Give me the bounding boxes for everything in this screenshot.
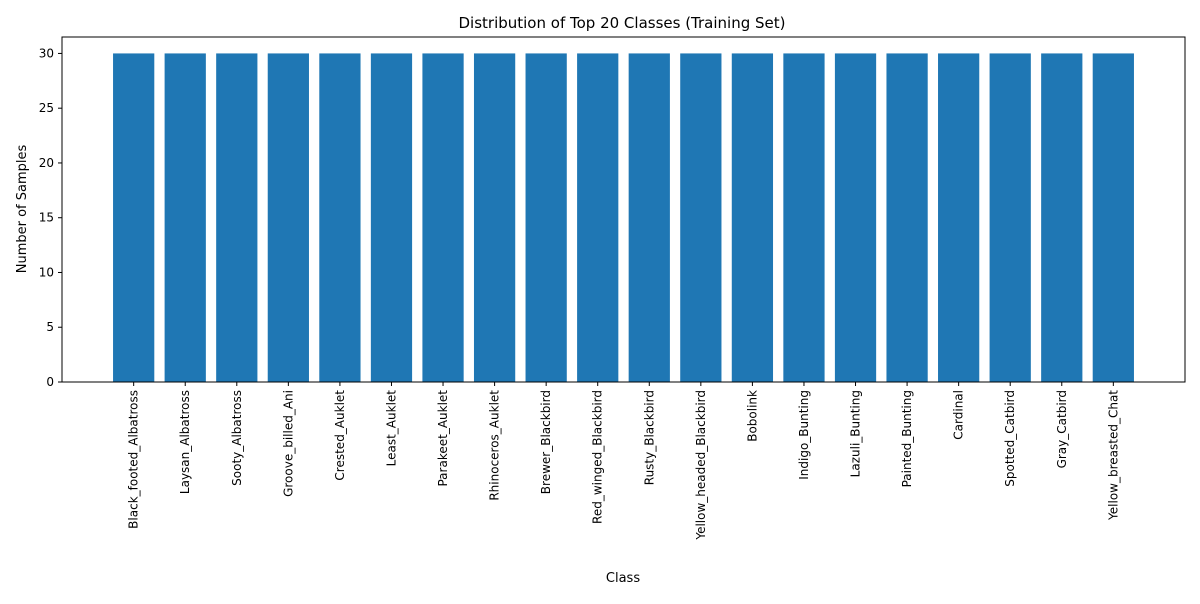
x-tick-label: Least_Auklet bbox=[384, 390, 398, 467]
bar bbox=[370, 53, 413, 383]
x-axis-ticks: Black_footed_Albatross Laysan_Albatross So… bbox=[127, 382, 1120, 541]
x-tick-label: Spotted_Catbird bbox=[1003, 390, 1017, 487]
bar bbox=[680, 53, 722, 383]
bar bbox=[886, 53, 928, 383]
bar bbox=[422, 53, 464, 383]
x-tick-label: Bobolink bbox=[745, 390, 759, 442]
x-tick-label: Rhinoceros_Auklet bbox=[488, 390, 502, 501]
y-tick-label: 10 bbox=[39, 265, 54, 279]
x-tick-label: Brewer_Blackbird bbox=[539, 390, 553, 494]
x-tick-label: Yellow_headed_Blackbird bbox=[694, 390, 708, 541]
x-tick-label: Yellow_breasted_Chat bbox=[1106, 390, 1120, 521]
x-tick-label: Lazuli_Bunting bbox=[849, 390, 863, 477]
bar bbox=[164, 53, 206, 383]
bar bbox=[525, 53, 567, 383]
bar bbox=[628, 53, 670, 383]
bar bbox=[938, 53, 980, 383]
x-tick-label: Cardinal bbox=[952, 390, 966, 440]
y-tick-label: 5 bbox=[46, 320, 54, 334]
bar bbox=[1041, 53, 1083, 383]
bar bbox=[577, 53, 619, 383]
y-tick-label: 25 bbox=[39, 101, 54, 115]
x-axis-label: Class bbox=[606, 571, 640, 586]
y-axis-label: Number of Samples bbox=[15, 145, 30, 274]
bar bbox=[216, 53, 258, 383]
x-tick-label: Black_footed_Albatross bbox=[127, 390, 141, 529]
x-tick-label: Rusty_Blackbird bbox=[642, 390, 656, 485]
x-tick-label: Gray_Catbird bbox=[1055, 390, 1069, 468]
chart-title: Distribution of Top 20 Classes (Training… bbox=[458, 14, 785, 32]
x-tick-label: Groove_billed_Ani bbox=[281, 390, 295, 497]
y-tick-label: 15 bbox=[39, 211, 54, 225]
bar bbox=[1092, 53, 1134, 383]
bar bbox=[731, 53, 774, 383]
x-tick-label: Painted_Bunting bbox=[900, 390, 914, 487]
bars-group bbox=[113, 53, 1134, 383]
y-tick-label: 30 bbox=[39, 46, 54, 60]
x-tick-label: Laysan_Albatross bbox=[178, 390, 192, 494]
bar bbox=[319, 53, 361, 383]
bar bbox=[989, 53, 1031, 383]
bar bbox=[783, 53, 825, 383]
y-tick-label: 0 bbox=[46, 375, 54, 389]
bar bbox=[267, 53, 309, 383]
y-tick-label: 20 bbox=[39, 156, 54, 170]
bar bbox=[834, 53, 877, 383]
y-axis-ticks: 0 5 10 15 20 25 30 bbox=[39, 46, 62, 389]
x-tick-label: Red_winged_Blackbird bbox=[591, 390, 605, 524]
bar bbox=[113, 53, 155, 383]
bar bbox=[473, 53, 516, 383]
plot-frame bbox=[61, 36, 1186, 383]
x-tick-label: Indigo_Bunting bbox=[797, 390, 811, 480]
x-tick-label: Sooty_Albatross bbox=[230, 390, 244, 486]
x-tick-label: Parakeet_Auklet bbox=[436, 390, 450, 487]
x-tick-label: Crested_Auklet bbox=[333, 390, 347, 481]
